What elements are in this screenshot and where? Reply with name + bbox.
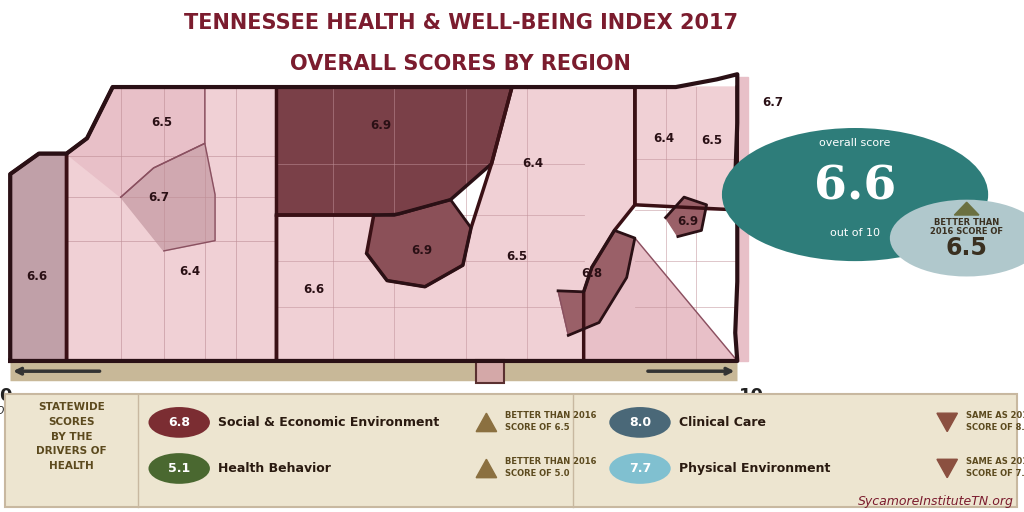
Text: SCORE OF 5.0: SCORE OF 5.0 — [505, 469, 569, 478]
Text: BETTER THAN 2016: BETTER THAN 2016 — [505, 457, 596, 466]
Text: 6.9: 6.9 — [371, 119, 391, 132]
Text: TENNESSEE HEALTH & WELL-BEING INDEX 2017: TENNESSEE HEALTH & WELL-BEING INDEX 2017 — [183, 13, 738, 33]
Text: out of 10: out of 10 — [830, 228, 880, 238]
Polygon shape — [276, 87, 512, 215]
Text: 6.9: 6.9 — [412, 244, 432, 258]
Text: 7.7: 7.7 — [629, 462, 651, 475]
Polygon shape — [476, 459, 497, 478]
Text: SCORE OF 8.0: SCORE OF 8.0 — [966, 423, 1024, 432]
Circle shape — [609, 407, 671, 438]
Text: SAME AS 2016: SAME AS 2016 — [966, 411, 1024, 420]
Polygon shape — [558, 230, 635, 335]
Circle shape — [148, 453, 210, 484]
Text: BETTER THAN 2016: BETTER THAN 2016 — [505, 411, 596, 420]
Text: 8.0: 8.0 — [629, 416, 651, 429]
Circle shape — [609, 453, 671, 484]
Text: Social & Economic Environment: Social & Economic Environment — [218, 416, 439, 429]
Text: 2016 SCORE OF: 2016 SCORE OF — [930, 227, 1004, 236]
Text: BETTER: BETTER — [739, 406, 777, 416]
Circle shape — [722, 128, 988, 261]
Text: Physical Environment: Physical Environment — [679, 462, 830, 475]
Polygon shape — [635, 87, 737, 210]
Text: 6.4: 6.4 — [179, 265, 200, 278]
FancyBboxPatch shape — [476, 359, 505, 383]
Polygon shape — [666, 197, 707, 237]
Polygon shape — [67, 87, 276, 361]
Polygon shape — [937, 459, 957, 478]
Text: overall score: overall score — [819, 138, 891, 148]
Text: BETTER THAN: BETTER THAN — [934, 218, 999, 227]
Text: 6.5: 6.5 — [152, 116, 172, 130]
Text: OVERALL SCORES BY REGION: OVERALL SCORES BY REGION — [291, 54, 631, 74]
Text: 6.8: 6.8 — [582, 267, 602, 281]
Text: 6.5: 6.5 — [701, 134, 722, 147]
Text: Clinical Care: Clinical Care — [679, 416, 766, 429]
Text: 0: 0 — [0, 387, 11, 404]
Text: 5.1: 5.1 — [168, 462, 190, 475]
Polygon shape — [737, 77, 748, 361]
Text: 6.7: 6.7 — [763, 96, 783, 109]
Text: STATEWIDE
SCORES
BY THE
DRIVERS OF
HEALTH: STATEWIDE SCORES BY THE DRIVERS OF HEALT… — [37, 402, 106, 471]
Polygon shape — [937, 413, 957, 432]
FancyBboxPatch shape — [5, 394, 1017, 507]
Text: 6.6: 6.6 — [27, 270, 47, 283]
Text: Health Behavior: Health Behavior — [218, 462, 331, 475]
Circle shape — [890, 200, 1024, 276]
Text: SCORE OF 7.7: SCORE OF 7.7 — [966, 469, 1024, 478]
Text: WORSE: WORSE — [0, 406, 24, 416]
Text: SycamoreInstituteTN.org: SycamoreInstituteTN.org — [858, 495, 1014, 508]
Text: 6.6: 6.6 — [814, 164, 896, 210]
Text: 6.4: 6.4 — [653, 132, 674, 145]
Text: 6.5: 6.5 — [507, 249, 527, 263]
Text: 6.5: 6.5 — [946, 237, 987, 260]
Text: 6.7: 6.7 — [148, 190, 169, 204]
Polygon shape — [67, 87, 205, 197]
Text: 6.4: 6.4 — [522, 157, 543, 170]
Polygon shape — [121, 143, 215, 251]
Text: SCORE OF 6.5: SCORE OF 6.5 — [505, 423, 569, 432]
Text: 6.9: 6.9 — [678, 215, 698, 228]
Polygon shape — [558, 238, 737, 361]
Polygon shape — [476, 413, 497, 432]
Polygon shape — [367, 200, 471, 287]
Polygon shape — [276, 87, 635, 361]
Circle shape — [148, 407, 210, 438]
Text: SAME AS 2016: SAME AS 2016 — [966, 457, 1024, 466]
Text: 6.8: 6.8 — [168, 416, 190, 429]
Text: STATEWIDE: STATEWIDE — [815, 115, 895, 129]
Text: 6.6: 6.6 — [303, 283, 324, 296]
Polygon shape — [10, 154, 67, 361]
Text: 10: 10 — [739, 387, 764, 404]
Polygon shape — [954, 202, 979, 215]
